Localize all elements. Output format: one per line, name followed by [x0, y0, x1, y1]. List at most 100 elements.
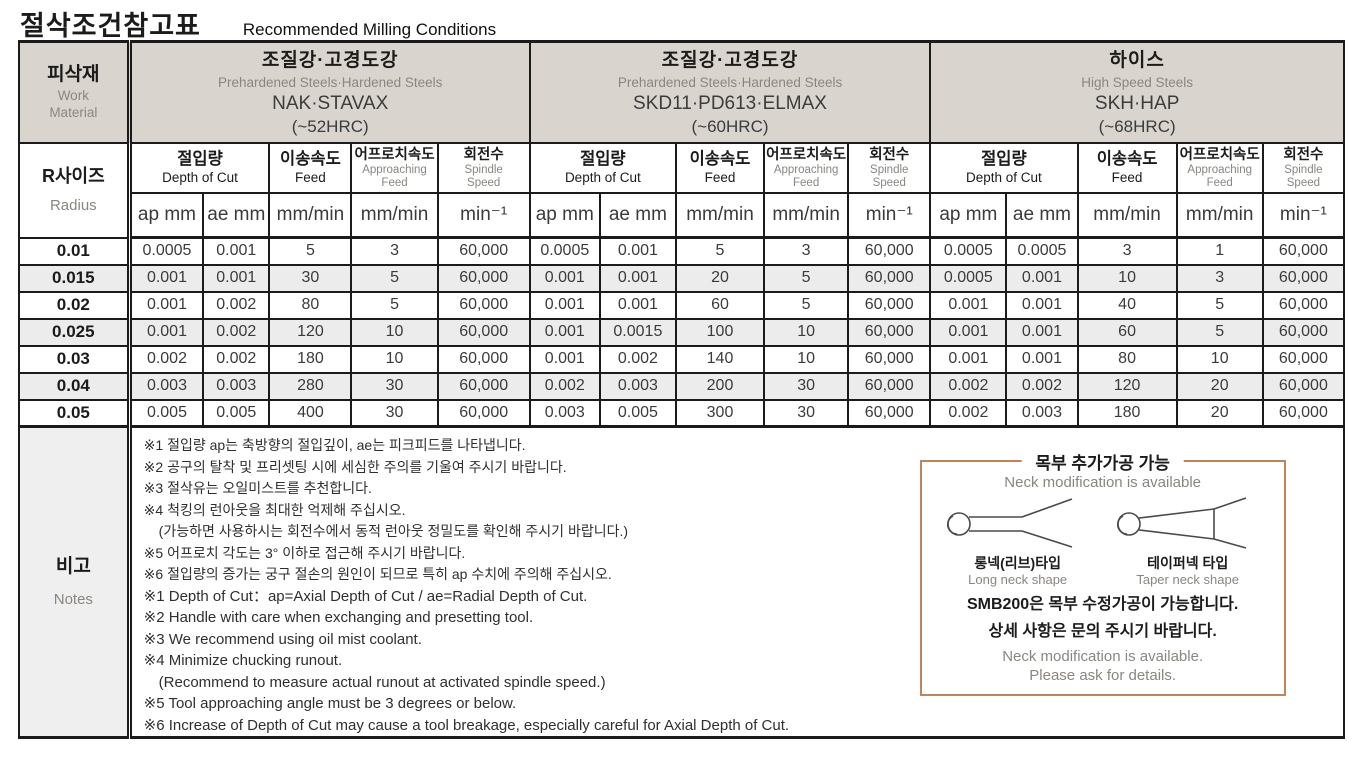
- long-neck-tool-icon: [946, 498, 1072, 548]
- data-cell: 0.001: [1005, 290, 1079, 320]
- data-cell: 0.003: [1005, 398, 1079, 428]
- data-cell: 280: [268, 371, 353, 401]
- group1-grades: NAK·STAVAX: [272, 92, 389, 114]
- data-cell: 60,000: [1261, 290, 1346, 320]
- data-cell: 60,000: [1261, 236, 1346, 266]
- data-cell: 0.002: [598, 344, 677, 374]
- taper-neck-label-en: Taper neck shape: [1136, 572, 1239, 587]
- data-cell: 80: [268, 290, 353, 320]
- g1-spindle-header: 회전수 Spindle Speed: [436, 141, 531, 194]
- g2-spindle-kr: 회전수: [869, 146, 910, 163]
- data-cell: 0.001: [128, 290, 205, 320]
- data-cell: 0.002: [202, 290, 271, 320]
- neck-box-subtitle: Neck modification is available: [1004, 474, 1202, 491]
- group1-hardness: (~52HRC): [291, 116, 369, 136]
- g3-spindle-en2: Speed: [1286, 176, 1321, 189]
- data-cell: 5: [763, 263, 850, 293]
- radius-header-kr: R사이즈: [41, 166, 105, 186]
- data-cell: 60,000: [847, 398, 932, 428]
- g3-depth-header: 절입량 Depth of Cut: [929, 141, 1079, 194]
- g3-feed-header: 이송속도 Feed: [1076, 141, 1178, 194]
- data-cell: 10: [1175, 344, 1264, 374]
- units-row: ap mm ae mm mm/min mm/min min⁻¹ ap mm ae…: [19, 191, 1346, 239]
- data-cell: 30: [268, 263, 353, 293]
- group3-hardness: (~68HRC): [1098, 116, 1176, 136]
- radius-cell: 0.02: [17, 290, 132, 320]
- g2-unit-approach: mm/min: [763, 191, 850, 239]
- note-kr-2: ※2 공구의 탈착 및 프리셋팅 시에 세심한 주의를 기울여 주시기 바랍니다…: [143, 458, 567, 475]
- material-group-1-header: 조질강·고경도강 Prehardened Steels·Hardened Ste…: [128, 40, 531, 144]
- notes-text: ※1 절입량 ap는 축방향의 절입깊이, ae는 피크피드를 나타냅니다. ※…: [132, 428, 1343, 736]
- radius-cell: 0.01: [17, 236, 132, 266]
- g3-unit-ap: ap mm: [929, 191, 1008, 239]
- data-cell: 60,000: [847, 290, 932, 320]
- data-cell: 5: [1175, 317, 1264, 347]
- note-en-5: ※5 Tool approaching angle must be 3 degr…: [143, 695, 517, 712]
- smb-note-line2: 상세 사항은 문의 주시기 바랍니다.: [988, 623, 1217, 640]
- data-cell: 180: [268, 344, 353, 374]
- data-cell: 30: [763, 371, 850, 401]
- group3-grades: SKH·HAP: [1094, 92, 1180, 114]
- data-cell: 0.001: [598, 236, 677, 266]
- g1-feed-header: 이송속도 Feed: [268, 141, 353, 194]
- note-kr-5: ※5 어프로치 각도는 3° 이하로 접근해 주시기 바랍니다.: [143, 544, 466, 561]
- group2-name-kr: 조질강·고경도강: [661, 49, 799, 71]
- data-cell: 3: [350, 236, 439, 266]
- data-cell: 10: [763, 344, 850, 374]
- neck-modification-box: 목부 추가가공 가능 Neck modification is availabl…: [919, 449, 1286, 696]
- data-cell: 3: [1076, 236, 1178, 266]
- data-cell: 0.002: [1005, 371, 1079, 401]
- data-cell: 60,000: [436, 371, 531, 401]
- data-cell: 5: [268, 236, 353, 266]
- data-cell: 60,000: [436, 398, 531, 428]
- g3-depth-kr: 절입량: [981, 150, 1027, 168]
- neck-en-line1: Neck modification is available.: [1002, 648, 1204, 665]
- work-material-header: 피삭재 Work Material: [17, 40, 132, 144]
- data-cell: 60,000: [1261, 317, 1346, 347]
- smb-note-line1: SMB200은 목부 수정가공이 가능합니다.: [966, 596, 1239, 613]
- taper-neck-label-kr: 테이퍼넥 타입: [1147, 555, 1229, 571]
- data-cell: 0.001: [598, 290, 677, 320]
- column-names-row: R사이즈 Radius 절입량 Depth of Cut 이송속도 Feed 어…: [17, 141, 1346, 239]
- g3-spindle-header: 회전수 Spindle Speed: [1261, 141, 1346, 194]
- neck-en-line2: Please ask for details.: [1029, 667, 1177, 684]
- work-material-en1: Work: [57, 88, 89, 104]
- data-cell: 60,000: [1261, 263, 1346, 293]
- g1-approach-header: 어프로치속도 Approaching Feed: [350, 141, 439, 194]
- data-cell: 60: [1076, 317, 1178, 347]
- data-cell: 0.001: [929, 344, 1008, 374]
- note-kr-3: ※3 절삭유는 오일미스트를 추천합니다.: [143, 480, 372, 496]
- note-en-3: ※3 We recommend using oil mist coolant.: [143, 630, 422, 648]
- data-cell: 0.005: [128, 398, 205, 428]
- material-group-3-header: 하이스 High Speed Steels SKH·HAP (~68HRC): [929, 40, 1345, 144]
- g3-depth-en: Depth of Cut: [966, 170, 1042, 185]
- data-cell: 180: [1076, 398, 1178, 428]
- data-cell: 0.0005: [128, 236, 205, 266]
- table-row: 0.05 0.005 0.005 400 30 60,000 0.003 0.0…: [17, 398, 1346, 428]
- table-row: 0.04 0.003 0.003 280 30 60,000 0.002 0.0…: [17, 371, 1346, 401]
- notes-row: 비고 Notes ※1 절입량 ap는 축방향의 절입깊이, ae는 피크피드를…: [17, 425, 1345, 739]
- data-cell: 120: [1076, 371, 1178, 401]
- data-cell: 0.001: [929, 317, 1008, 347]
- data-cell: 60,000: [847, 344, 932, 374]
- g2-feed-header: 이송속도 Feed: [674, 141, 766, 194]
- page-title: 절삭조건참고표 Recommended Milling Conditions: [20, 4, 496, 43]
- data-cell: 5: [1175, 290, 1264, 320]
- data-cell: 60,000: [847, 236, 932, 266]
- page-title-korean: 절삭조건참고표: [20, 11, 201, 41]
- g1-depth-en: Depth of Cut: [162, 170, 238, 185]
- notes-content-cell: ※1 절입량 ap는 축방향의 절입깊이, ae는 피크피드를 나타냅니다. ※…: [128, 425, 1345, 739]
- g2-spindle-header: 회전수 Spindle Speed: [847, 141, 932, 194]
- data-cell: 10: [350, 344, 439, 374]
- data-cell: 400: [268, 398, 353, 428]
- radius-header-en: Radius: [49, 197, 97, 214]
- table-row: 0.03 0.002 0.002 180 10 60,000 0.001 0.0…: [17, 344, 1346, 374]
- data-cell: 0.001: [528, 317, 601, 347]
- data-cell: 0.005: [202, 398, 271, 428]
- g2-spindle-en1: Spindle: [870, 163, 909, 176]
- data-cell: 20: [674, 263, 766, 293]
- data-cell: 30: [350, 398, 439, 428]
- notes-label-kr: 비고: [55, 556, 91, 577]
- data-cell: 30: [350, 371, 439, 401]
- table-row: 0.025 0.001 0.002 120 10 60,000 0.001 0.…: [17, 317, 1346, 347]
